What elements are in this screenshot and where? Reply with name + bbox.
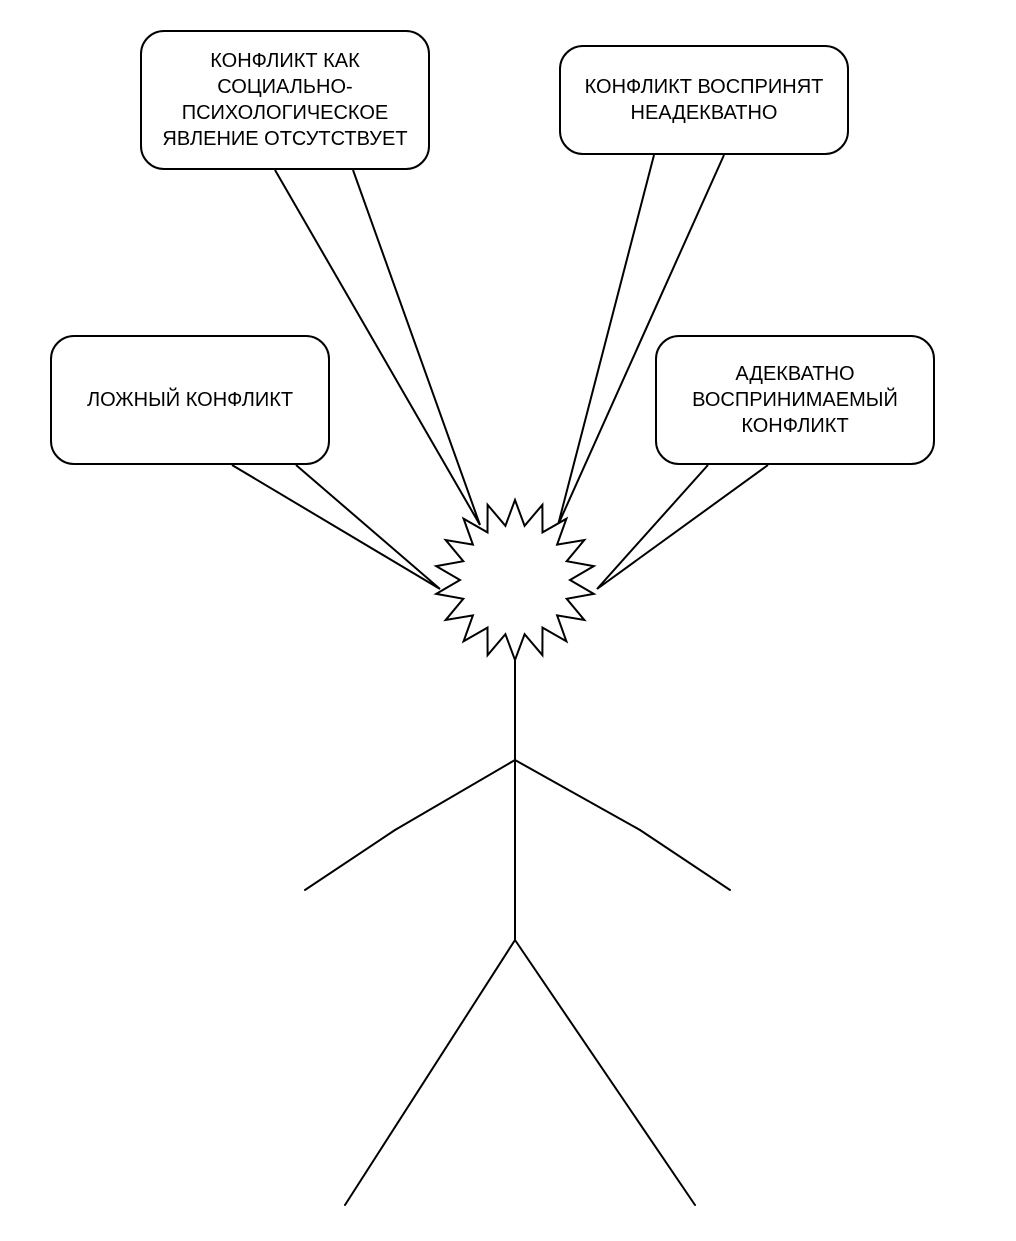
bubble-conflict-absent: КОНФЛИКТ КАК СОЦИАЛЬНО-ПСИХОЛОГИЧЕСКОЕ Я… — [140, 30, 430, 170]
bubble-text: ЛОЖНЫЙ КОНФЛИКТ — [87, 387, 293, 413]
stick-figure — [305, 500, 730, 1205]
conflict-perception-diagram: КОНФЛИКТ КАК СОЦИАЛЬНО-ПСИХОЛОГИЧЕСКОЕ Я… — [0, 0, 1016, 1241]
bubble-conflict-inadequate: КОНФЛИКТ ВОСПРИНЯТ НЕАДЕКВАТНО — [559, 45, 849, 155]
bubble-adequate-conflict: АДЕКВАТНО ВОСПРИНИМАЕМЫЙ КОНФЛИКТ — [655, 335, 935, 465]
bubble-text: КОНФЛИКТ КАК СОЦИАЛЬНО-ПСИХОЛОГИЧЕСКОЕ Я… — [160, 48, 410, 152]
bubble-text: КОНФЛИКТ ВОСПРИНЯТ НЕАДЕКВАТНО — [579, 74, 829, 126]
bubble-text: АДЕКВАТНО ВОСПРИНИМАЕМЫЙ КОНФЛИКТ — [675, 361, 915, 439]
bubble-false-conflict: ЛОЖНЫЙ КОНФЛИКТ — [50, 335, 330, 465]
diagram-svg-overlay — [0, 0, 1016, 1241]
